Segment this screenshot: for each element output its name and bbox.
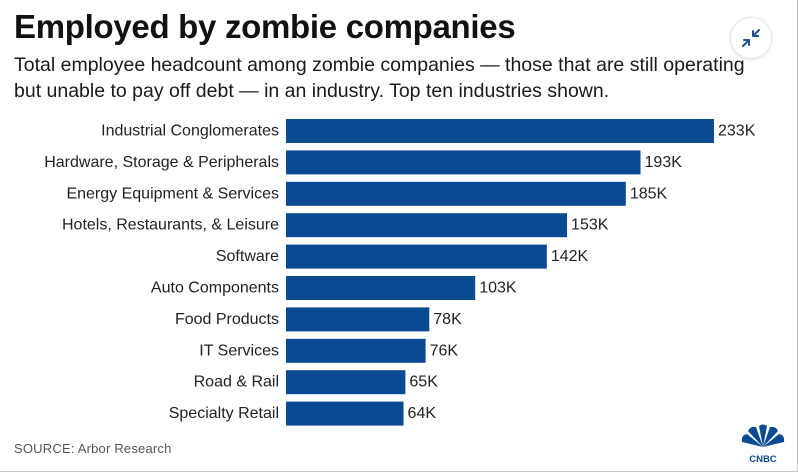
category-label: Hotels, Restaurants, & Leisure	[62, 217, 279, 234]
category-label: Road & Rail	[194, 374, 279, 391]
category-label: Industrial Conglomerates	[101, 123, 279, 140]
value-label: 153K	[571, 217, 609, 234]
category-label: Hardware, Storage & Peripherals	[44, 154, 279, 171]
value-label: 233K	[718, 123, 756, 140]
value-label: 64K	[408, 405, 437, 422]
bar	[286, 307, 430, 332]
logo-text: CNBC	[749, 454, 777, 465]
chart-subtitle: Total employee headcount among zombie co…	[14, 54, 745, 102]
value-label: 78K	[433, 311, 462, 328]
value-label: 185K	[630, 185, 668, 202]
value-label: 193K	[645, 154, 683, 171]
value-label: 142K	[551, 248, 589, 265]
bar	[286, 150, 641, 175]
category-label: Auto Components	[151, 280, 279, 297]
chart-title: Employed by zombie companies	[14, 8, 516, 45]
bar	[286, 338, 426, 363]
category-label: IT Services	[199, 342, 279, 359]
bar	[286, 181, 626, 206]
value-label: 103K	[479, 280, 517, 297]
collapse-arrows-icon	[742, 29, 760, 47]
cnbc-peacock-logo: CNBC	[741, 424, 785, 465]
category-label: Specialty Retail	[169, 405, 279, 422]
value-label: 76K	[430, 342, 459, 359]
bar	[286, 119, 714, 143]
bar	[286, 244, 547, 269]
category-label: Food Products	[175, 311, 279, 328]
source-note: SOURCE: Arbor Research	[14, 441, 172, 456]
collapse-button[interactable]	[731, 18, 771, 58]
bar	[286, 213, 568, 238]
bar	[286, 401, 404, 426]
category-label: Energy Equipment & Services	[66, 185, 279, 202]
bar	[286, 276, 476, 300]
value-label: 65K	[409, 374, 438, 391]
bar	[286, 370, 406, 395]
category-label: Software	[216, 248, 279, 265]
